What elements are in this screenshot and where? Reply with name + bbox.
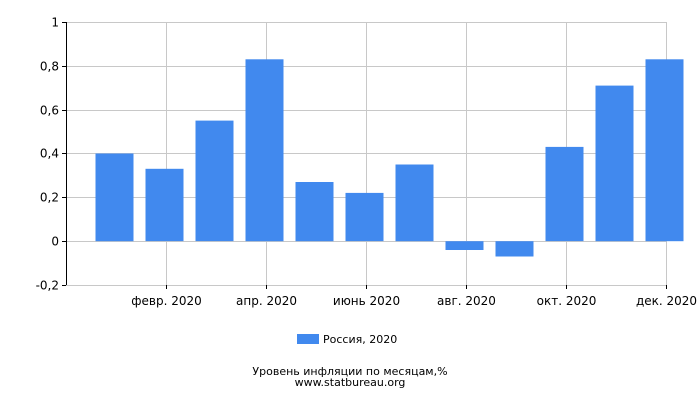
bar <box>495 241 534 257</box>
y-tick-label: -0,2 <box>36 279 59 293</box>
bar <box>595 85 634 242</box>
legend-swatch <box>297 334 319 344</box>
x-tick-label: апр. 2020 <box>236 294 297 308</box>
bar <box>645 59 684 242</box>
bar <box>95 153 134 242</box>
chart-caption: Уровень инфляции по месяцам,% <box>252 365 447 378</box>
y-tick-label: 1 <box>51 16 59 30</box>
bar <box>395 164 434 242</box>
bar <box>545 146 584 242</box>
y-tick-label: 0,6 <box>40 104 59 118</box>
x-tick-label: авг. 2020 <box>437 294 496 308</box>
y-axis-ticks: -0,2 0 0,2 0,4 0,6 0,8 1 <box>36 16 59 293</box>
bars <box>95 59 684 257</box>
y-tick-label: 0,8 <box>40 60 59 74</box>
y-tick-label: 0,4 <box>40 147 59 161</box>
x-tick-label: июнь 2020 <box>333 294 400 308</box>
legend: Россия, 2020 <box>297 333 397 346</box>
x-axis-ticks: февр. 2020 апр. 2020 июнь 2020 авг. 2020 окт… <box>131 294 697 308</box>
x-tick-label: февр. 2020 <box>131 294 202 308</box>
source-url: www.statbureau.org <box>295 376 406 389</box>
bar <box>145 168 184 242</box>
bar <box>445 241 484 250</box>
legend-label: Россия, 2020 <box>323 333 397 346</box>
bar <box>245 59 284 242</box>
x-tick-label: окт. 2020 <box>537 294 597 308</box>
axes <box>62 22 667 289</box>
bar <box>345 192 384 242</box>
y-tick-label: 0,2 <box>40 191 59 205</box>
y-tick-label: 0 <box>51 235 59 249</box>
x-tick-label: дек. 2020 <box>636 294 697 308</box>
bar <box>295 182 334 242</box>
bar <box>195 120 234 242</box>
